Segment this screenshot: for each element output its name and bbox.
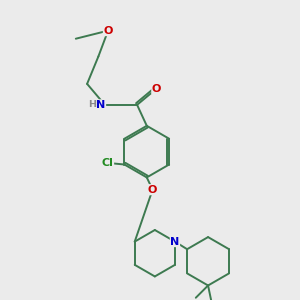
Text: O: O — [148, 185, 157, 195]
Text: Cl: Cl — [102, 158, 114, 168]
Text: N: N — [96, 100, 106, 110]
Text: O: O — [103, 26, 113, 36]
Text: O: O — [152, 84, 161, 94]
Text: N: N — [170, 237, 180, 247]
Text: H: H — [88, 100, 97, 109]
